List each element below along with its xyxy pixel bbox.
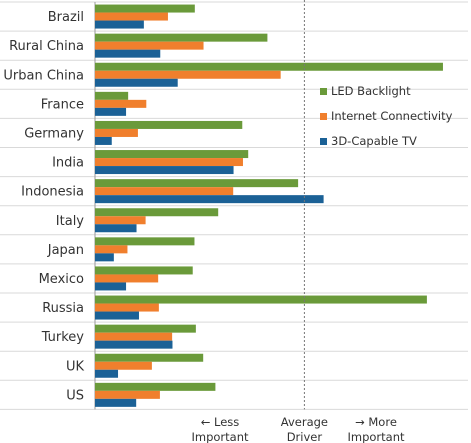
annotation-line2-important: Important — [347, 430, 405, 443]
bar-france-3d-capable-tv — [95, 107, 127, 116]
bar-india-led-backlight — [95, 150, 249, 159]
bar-japan-led-backlight — [95, 237, 195, 246]
bar-japan-internet-connectivity — [95, 245, 128, 254]
bar-france-internet-connectivity — [95, 99, 147, 108]
bar-uk-internet-connectivity — [95, 361, 152, 370]
bar-india-internet-connectivity — [95, 158, 243, 167]
bar-uk-3d-capable-tv — [95, 369, 119, 378]
bar-us-led-backlight — [95, 382, 216, 391]
bar-germany-3d-capable-tv — [95, 136, 112, 145]
bar-italy-3d-capable-tv — [95, 224, 137, 233]
bar-russia-internet-connectivity — [95, 303, 159, 312]
grid-lines — [0, 1, 468, 410]
bar-brazil-led-backlight — [95, 4, 195, 13]
bar-rural-china-internet-connectivity — [95, 41, 204, 50]
bar-france-led-backlight — [95, 91, 129, 100]
bars — [95, 4, 443, 407]
bar-us-internet-connectivity — [95, 390, 160, 399]
legend-label-3d-capable-tv: 3D-Capable TV — [331, 134, 417, 148]
bar-brazil-internet-connectivity — [95, 12, 168, 21]
bar-russia-led-backlight — [95, 295, 427, 304]
category-label-italy: Italy — [56, 214, 85, 229]
bar-turkey-internet-connectivity — [95, 332, 173, 341]
bar-rural-china-led-backlight — [95, 33, 268, 42]
bar-us-3d-capable-tv — [95, 398, 137, 407]
bar-italy-led-backlight — [95, 208, 219, 217]
category-label-turkey: Turkey — [41, 330, 85, 345]
category-labels: Brazil Rural China Urban China France German… — [3, 10, 84, 403]
bar-india-3d-capable-tv — [95, 166, 234, 175]
bar-urban-china-led-backlight — [95, 62, 443, 71]
bar-brazil-3d-capable-tv — [95, 20, 144, 29]
category-label-uk: UK — [66, 359, 85, 374]
category-label-urban-china: Urban China — [3, 68, 84, 83]
annotation-line1-less: ← Less — [201, 415, 240, 429]
bar-indonesia-3d-capable-tv — [95, 195, 324, 204]
bar-urban-china-internet-connectivity — [95, 70, 281, 79]
bar-russia-3d-capable-tv — [95, 311, 139, 320]
category-label-rural-china: Rural China — [9, 39, 84, 54]
category-label-mexico: Mexico — [39, 272, 84, 287]
bar-japan-3d-capable-tv — [95, 253, 114, 262]
bar-turkey-led-backlight — [95, 324, 196, 333]
annotation-line1-average: Average — [281, 415, 328, 429]
bar-indonesia-led-backlight — [95, 179, 299, 188]
category-label-germany: Germany — [24, 126, 84, 141]
bar-germany-internet-connectivity — [95, 128, 138, 137]
legend-swatch-3d-capable-tv — [320, 138, 327, 145]
legend-swatch-led-backlight — [320, 88, 327, 95]
legend: LED Backlight Internet Connectivity 3D-Cap… — [320, 84, 453, 148]
category-label-india: India — [52, 156, 84, 171]
bar-mexico-internet-connectivity — [95, 274, 159, 283]
category-label-indonesia: Indonesia — [21, 185, 84, 200]
annotation-line2-important: Important — [191, 430, 249, 443]
legend-label-led-backlight: LED Backlight — [331, 84, 411, 98]
annotation-line2-driver: Driver — [287, 430, 323, 443]
bar-urban-china-3d-capable-tv — [95, 78, 178, 87]
bar-italy-internet-connectivity — [95, 216, 146, 225]
bar-germany-led-backlight — [95, 120, 243, 129]
bar-indonesia-internet-connectivity — [95, 187, 234, 196]
bar-rural-china-3d-capable-tv — [95, 49, 161, 58]
legend-swatch-internet-connectivity — [320, 113, 327, 120]
bar-uk-led-backlight — [95, 353, 204, 362]
bar-turkey-3d-capable-tv — [95, 340, 173, 349]
category-label-japan: Japan — [47, 243, 84, 258]
category-label-us: US — [66, 388, 84, 403]
legend-label-internet-connectivity: Internet Connectivity — [331, 109, 453, 123]
annotation-line1-more: → More — [355, 415, 397, 429]
bar-mexico-led-backlight — [95, 266, 193, 275]
bar-mexico-3d-capable-tv — [95, 282, 127, 291]
category-label-russia: Russia — [42, 301, 84, 316]
category-label-brazil: Brazil — [48, 10, 84, 25]
category-label-france: France — [41, 97, 84, 112]
